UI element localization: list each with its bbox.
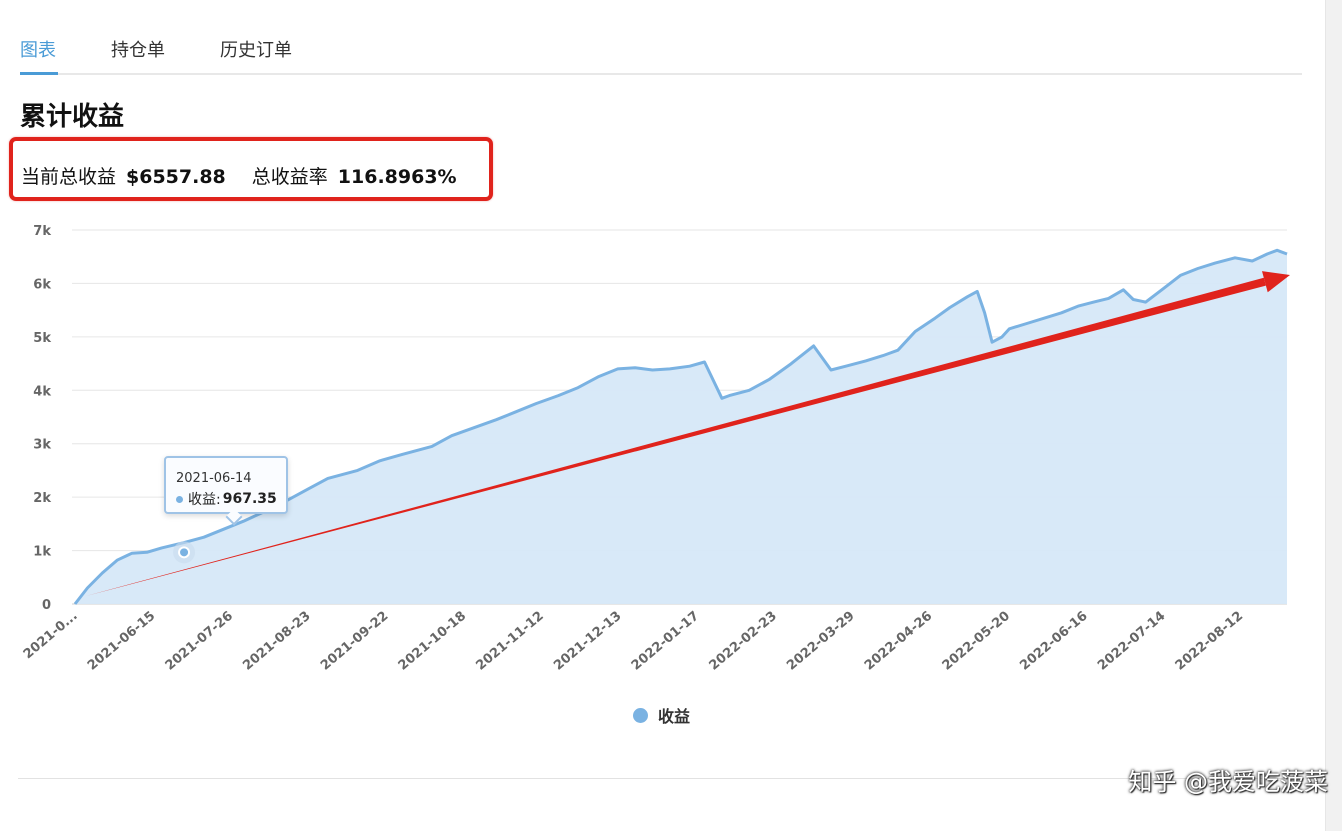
chart-tooltip: 2021-06-14 收益: 967.35 — [164, 456, 288, 514]
page-scrollbar[interactable] — [1325, 0, 1342, 831]
total-return-value: 116.8963% — [337, 166, 457, 188]
hover-point — [178, 546, 191, 559]
highlight-box — [9, 137, 493, 201]
legend-series-dot — [633, 707, 648, 723]
x-tick-label: 2022-01-17 — [629, 609, 702, 674]
x-tick-label: 2022-08-12 — [1173, 609, 1246, 674]
tab-bar: 图表 持仓单 历史订单 — [20, 30, 1302, 75]
x-tick-label: 2022-03-29 — [784, 609, 857, 674]
x-tick-label: 2021-0... — [21, 609, 81, 663]
tab-chart[interactable]: 图表 — [20, 40, 56, 61]
total-return-label: 总收益率 — [251, 166, 328, 188]
y-tick-label: 0 — [42, 598, 51, 613]
x-tick-label: 2022-05-20 — [940, 609, 1013, 674]
trend-arrow-shaft — [86, 277, 1266, 596]
tab-order-history[interactable]: 历史订单 — [220, 40, 292, 61]
bottom-divider — [18, 778, 1304, 779]
x-tick-label: 2022-04-26 — [862, 609, 935, 674]
y-tick-label: 6k — [33, 277, 51, 292]
legend-label: 收益 — [658, 707, 691, 726]
tooltip-series-dot — [176, 495, 183, 503]
current-profit-label: 当前总收益 — [21, 166, 117, 188]
y-tick-label: 1k — [33, 545, 51, 560]
trend-arrow-head — [1262, 271, 1290, 293]
x-tick-label: 2021-07-26 — [163, 609, 236, 674]
x-tick-label: 2022-07-14 — [1095, 609, 1168, 674]
tooltip-value: 967.35 — [222, 491, 277, 507]
profit-summary: 当前总收益 $6557.88 总收益率 116.8963% — [21, 162, 483, 189]
tooltip-label: 收益: — [188, 492, 221, 508]
x-tick-label: 2022-06-16 — [1017, 609, 1090, 674]
y-tick-label: 3k — [33, 438, 51, 453]
active-tab-indicator — [20, 72, 58, 75]
tab-bar-divider — [20, 73, 1302, 75]
x-tick-label: 2021-08-23 — [240, 609, 313, 674]
tab-positions[interactable]: 持仓单 — [111, 40, 165, 61]
series-area — [75, 250, 1287, 605]
y-tick-label: 7k — [33, 224, 51, 239]
x-tick-label: 2021-12-13 — [551, 609, 624, 674]
tooltip-row: 收益: 967.35 — [176, 489, 277, 509]
watermark: 知乎 @我爱吃菠菜 — [1128, 768, 1328, 796]
y-tick-label: 5k — [33, 331, 51, 346]
chart-legend[interactable]: 收益 — [633, 704, 690, 726]
x-tick-label: 2021-10-18 — [396, 609, 469, 674]
x-tick-label: 2021-09-22 — [318, 609, 391, 674]
y-tick-label: 2k — [33, 491, 51, 506]
y-tick-label: 4k — [33, 384, 51, 399]
tooltip-date: 2021-06-14 — [176, 471, 252, 486]
x-tick-label: 2021-11-12 — [473, 609, 546, 674]
current-profit-value: $6557.88 — [126, 166, 226, 188]
x-tick-label: 2021-06-15 — [85, 609, 158, 674]
page-title: 累计收益 — [20, 102, 125, 132]
x-tick-label: 2022-02-23 — [707, 609, 780, 674]
